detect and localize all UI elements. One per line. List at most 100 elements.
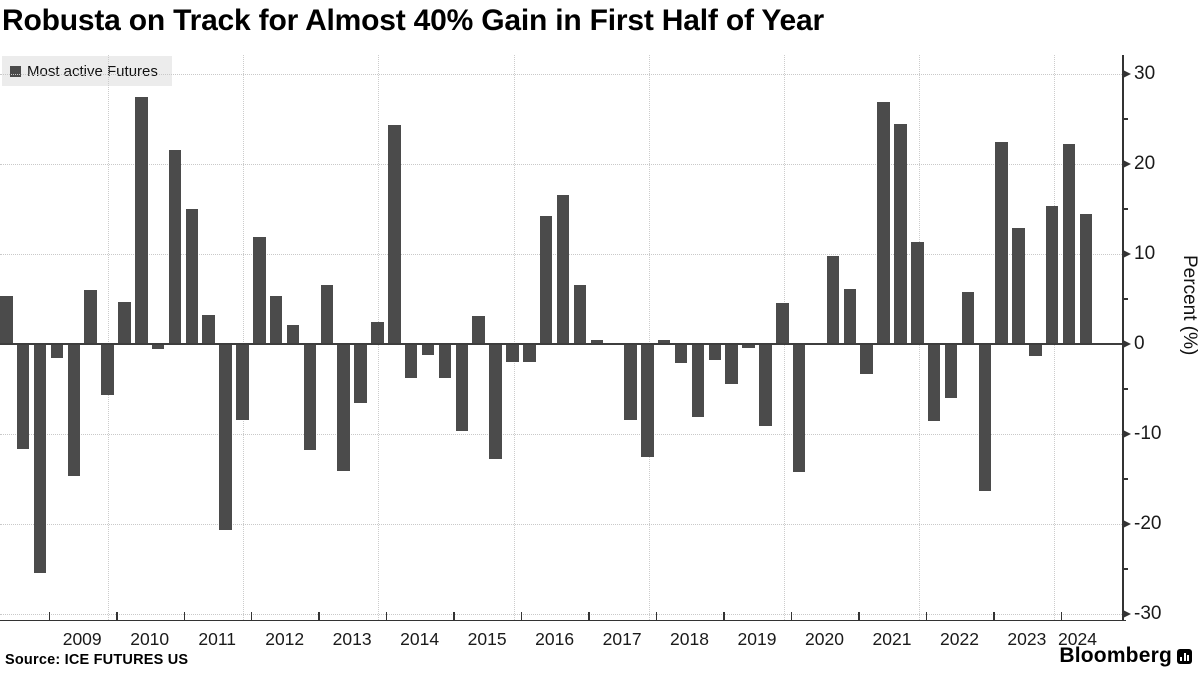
y-tick-minor xyxy=(1122,478,1128,480)
bar xyxy=(877,101,890,344)
gridline-v xyxy=(243,55,245,620)
bar xyxy=(236,344,249,420)
x-year-label: 2023 xyxy=(1007,629,1047,649)
x-year-label: 2011 xyxy=(198,629,237,649)
y-tick-minor xyxy=(1122,568,1128,570)
bar xyxy=(978,344,992,491)
bar xyxy=(674,344,688,363)
x-tick xyxy=(723,612,725,620)
y-tick-major xyxy=(1123,610,1131,618)
plot-area xyxy=(0,55,1122,620)
y-tick-label: -10 xyxy=(1134,423,1162,444)
y-tick-major xyxy=(1123,160,1131,168)
zero-line xyxy=(0,343,1122,345)
x-tick xyxy=(48,612,50,620)
y-tick-major xyxy=(1123,430,1131,438)
x-tick xyxy=(790,612,793,620)
bar xyxy=(168,149,182,344)
x-year-label: 2022 xyxy=(940,629,979,649)
x-tick xyxy=(1060,612,1063,620)
bar xyxy=(1012,227,1025,344)
bar xyxy=(421,344,435,355)
x-year-label: 2019 xyxy=(737,629,777,649)
bar xyxy=(320,284,334,344)
bar xyxy=(860,344,873,374)
bar xyxy=(742,344,755,348)
bar xyxy=(894,124,907,344)
bar xyxy=(185,209,199,344)
bar xyxy=(101,344,114,396)
bar xyxy=(759,344,772,426)
bar xyxy=(118,301,131,344)
bar xyxy=(337,344,350,471)
y-tick-minor xyxy=(1122,388,1128,390)
bar xyxy=(708,344,722,361)
bar xyxy=(1029,344,1042,356)
y-tick-label: 30 xyxy=(1134,63,1156,84)
gridline-v xyxy=(648,55,650,620)
y-tick-major xyxy=(1123,520,1131,528)
bar xyxy=(371,322,384,344)
y-tick-minor xyxy=(1122,208,1128,210)
bloomberg-branding: Bloomberg xyxy=(1059,644,1192,668)
x-tick xyxy=(183,612,185,620)
bar xyxy=(286,325,300,344)
x-tick xyxy=(925,612,928,620)
bar xyxy=(776,302,789,344)
bar xyxy=(725,344,738,384)
x-tick xyxy=(655,612,658,620)
bar xyxy=(0,296,13,344)
y-axis-title: Percent (%) xyxy=(1179,255,1200,356)
y-tick-label: -30 xyxy=(1134,603,1162,624)
x-year-label: 2021 xyxy=(872,629,912,649)
x-year-label: 2020 xyxy=(805,629,844,649)
x-year-label: 2010 xyxy=(130,629,170,649)
gridline-h xyxy=(0,74,1122,75)
gridline-v xyxy=(108,55,109,620)
y-tick-label: 10 xyxy=(1134,243,1156,264)
bar xyxy=(404,344,418,379)
bar xyxy=(253,236,266,344)
bar xyxy=(269,296,283,344)
bar xyxy=(16,344,30,450)
legend-swatch-icon xyxy=(10,65,21,77)
bar xyxy=(843,289,857,344)
y-axis-line xyxy=(1122,55,1124,621)
x-year-label: 2015 xyxy=(467,629,507,649)
bar xyxy=(657,339,671,344)
x-axis-line xyxy=(0,619,1126,621)
chart-title: Robusta on Track for Almost 40% Gain in … xyxy=(2,4,824,37)
x-tick xyxy=(116,612,118,620)
bar xyxy=(1045,206,1059,344)
gridline-h xyxy=(0,524,1122,525)
bar xyxy=(927,344,941,421)
bar xyxy=(590,340,604,344)
x-year-label: 2013 xyxy=(332,629,372,649)
bar xyxy=(388,125,401,344)
bar xyxy=(303,344,317,451)
y-tick-minor xyxy=(1122,298,1128,300)
y-tick-major xyxy=(1123,250,1131,258)
bar xyxy=(691,344,705,417)
x-year-label: 2017 xyxy=(602,629,642,649)
bar xyxy=(995,142,1008,344)
bar xyxy=(506,344,519,362)
bloomberg-logo-icon xyxy=(1177,648,1192,664)
bar xyxy=(826,255,840,344)
y-tick-minor xyxy=(1122,118,1128,120)
y-tick-major xyxy=(1123,70,1131,78)
bar xyxy=(539,216,553,344)
bar xyxy=(50,344,64,359)
legend: Most active Futures xyxy=(2,56,172,86)
x-year-label: 2009 xyxy=(62,629,102,649)
bar xyxy=(1062,144,1076,344)
y-tick-label: -20 xyxy=(1134,513,1162,534)
bar xyxy=(219,344,232,531)
x-tick xyxy=(250,612,253,620)
bar xyxy=(67,344,81,477)
x-tick xyxy=(453,612,455,620)
bar xyxy=(961,291,975,344)
legend-label: Most active Futures xyxy=(27,62,158,80)
x-tick xyxy=(588,612,590,620)
x-year-label: 2014 xyxy=(400,629,440,649)
